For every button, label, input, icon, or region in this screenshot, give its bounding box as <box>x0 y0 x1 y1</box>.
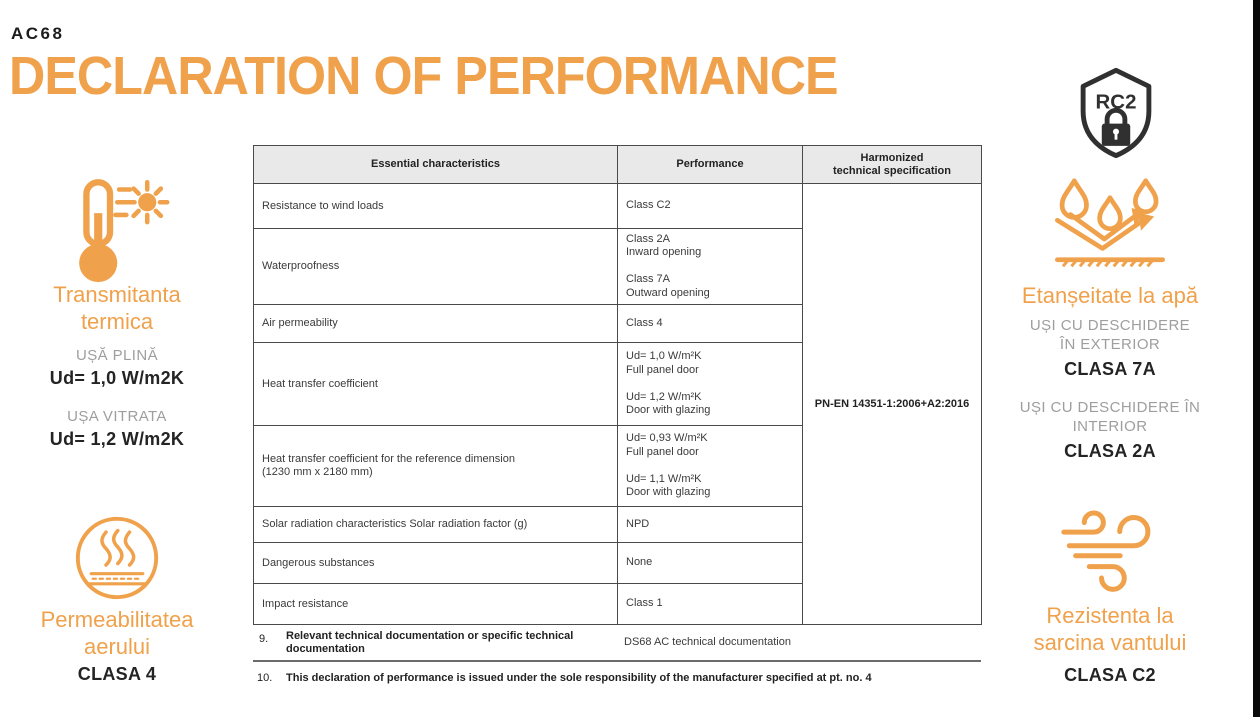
footnote-number: 9. <box>259 633 269 645</box>
air-permeability-title: Permeabilitatea aerului <box>40 607 194 659</box>
characteristic-cell: Waterproofness <box>253 228 618 305</box>
table-row: Waterproofness Class 2A Inward opening C… <box>253 228 982 305</box>
table-row: Heat transfer coefficient Ud= 1,0 W/m²K … <box>253 342 982 426</box>
wind-resistance-class: CLASA C2 <box>1064 665 1156 685</box>
column-header-characteristics: Essential characteristics <box>253 145 618 184</box>
characteristic-cell: Resistance to wind loads <box>253 183 618 229</box>
rc2-shield-lock-icon: RC2 <box>1076 64 1156 162</box>
footnote-10: 10. This declaration of performance is i… <box>253 662 981 684</box>
table-row: Impact resistance Class 1 <box>253 583 982 625</box>
page-title: DECLARATION OF PERFORMANCE <box>9 46 839 106</box>
outward-opening-label: UȘI CU DESCHIDERE ÎN EXTERIOR <box>1029 317 1191 353</box>
performance-cell: Class 4 <box>617 304 803 343</box>
footnote-9-label: Relevant technical documentation or spec… <box>286 630 574 655</box>
product-code: AC68 <box>11 24 65 43</box>
performance-cell: None <box>617 542 803 584</box>
table-row: Solar radiation characteristics Solar ra… <box>253 506 982 543</box>
outward-opening-class: CLASA 7A <box>1064 359 1156 379</box>
characteristic-cell: Impact resistance <box>253 583 618 625</box>
performance-cell: Class C2 <box>617 183 803 229</box>
inward-opening-class: CLASA 2A <box>1064 441 1156 461</box>
footnote-10-text: This declaration of performance is issue… <box>286 672 872 684</box>
characteristic-cell: Air permeability <box>253 304 618 343</box>
characteristic-cell: Solar radiation characteristics Solar ra… <box>253 506 618 543</box>
inward-opening-label: UȘI CU DESCHIDERE ÎN INTERIOR <box>1019 399 1201 435</box>
water-tightness-droplets-icon <box>1042 177 1178 271</box>
footnote-9: 9. Relevant technical documentation or s… <box>253 624 981 662</box>
performance-cell: Ud= 1,0 W/m²K Full panel door Ud= 1,2 W/… <box>617 342 803 426</box>
thermal-transmittance-title: Transmitanta termica <box>53 282 181 334</box>
table-row: Resistance to wind loads Class C2 PN-EN … <box>253 183 982 625</box>
harmonized-spec-cell: PN-EN 14351-1:2006+A2:2016 <box>802 183 982 625</box>
wind-resistance-title: Rezistenta la sarcina vantului <box>1033 603 1187 655</box>
characteristic-cell: Heat transfer coefficient <box>253 342 618 426</box>
characteristic-cell: Dangerous substances <box>253 542 618 584</box>
water-tightness-title: Etanșeitate la apă <box>1021 283 1199 308</box>
wind-resistance-icon <box>1052 503 1172 603</box>
glazed-door-value: Ud= 1,2 W/m2K <box>49 429 185 449</box>
thermometer-sun-icon <box>61 168 179 300</box>
glazed-door-label: UȘA VITRATA <box>67 408 167 425</box>
column-header-harmonized: Harmonized technical specification <box>802 145 982 184</box>
full-door-value: Ud= 1,0 W/m2K <box>49 368 185 388</box>
right-edge-strip <box>1253 0 1260 717</box>
air-permeability-icon <box>70 511 164 605</box>
rc2-label: RC2 <box>1096 91 1137 114</box>
performance-cell: Class 1 <box>617 583 803 625</box>
performance-cell: Ud= 0,93 W/m²K Full panel door Ud= 1,1 W… <box>617 425 803 507</box>
footnote-9-value: DS68 AC technical documentation <box>624 636 791 648</box>
performance-table: Essential characteristics Performance Ha… <box>253 145 982 625</box>
footnote-number: 10. <box>257 672 273 684</box>
column-header-performance: Performance <box>617 145 803 184</box>
footnotes-section: 9. Relevant technical documentation or s… <box>253 624 981 684</box>
table-row: Dangerous substances None <box>253 542 982 584</box>
table-row: Heat transfer coefficient for the refere… <box>253 425 982 507</box>
full-door-label: UȘĂ PLINĂ <box>76 347 158 364</box>
performance-cell: NPD <box>617 506 803 543</box>
performance-cell: Class 2A Inward opening Class 7A Outward… <box>617 228 803 305</box>
air-permeability-class: CLASA 4 <box>77 664 157 684</box>
table-header-row: Essential characteristics Performance Ha… <box>253 145 982 184</box>
characteristic-cell: Heat transfer coefficient for the refere… <box>253 425 618 507</box>
